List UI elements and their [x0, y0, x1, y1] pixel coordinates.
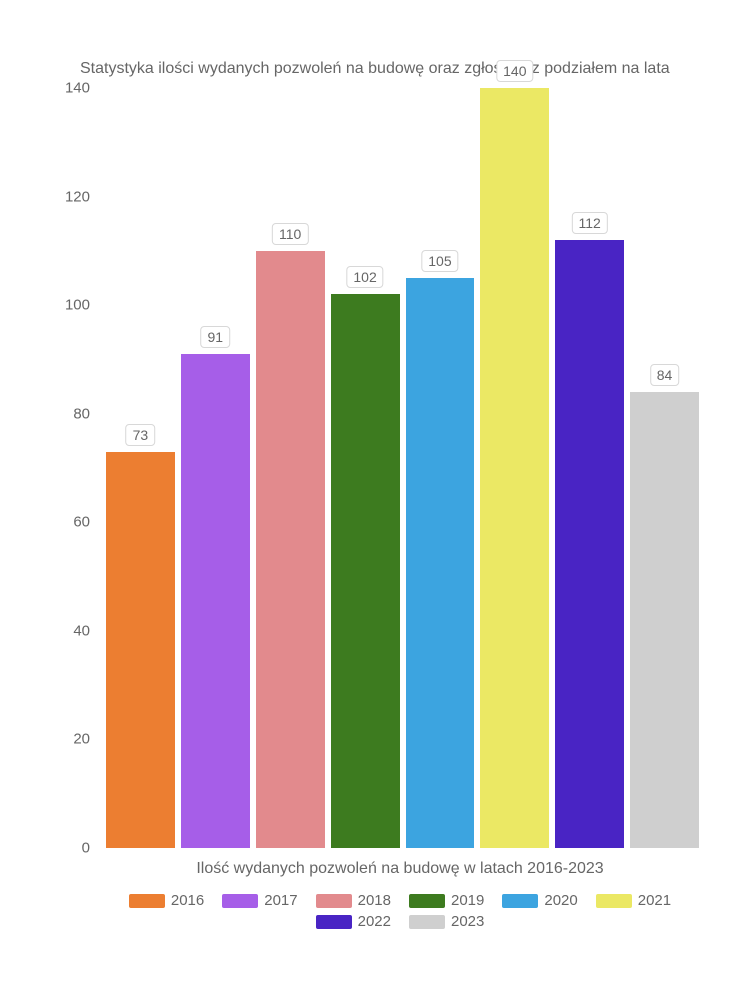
legend-label: 2020 — [544, 892, 577, 909]
legend-item-2016: 2016 — [129, 892, 204, 909]
legend-label: 2018 — [358, 892, 391, 909]
legend-item-2018: 2018 — [316, 892, 391, 909]
legend-swatch — [502, 894, 538, 908]
legend: 2016 2017 2018 2019 2020 2021 2022 2023 — [80, 892, 720, 930]
legend-swatch — [409, 915, 445, 929]
bar-2022: 112 — [555, 240, 624, 848]
bar-value-label: 102 — [346, 266, 383, 288]
legend-swatch — [316, 894, 352, 908]
bar-2023: 84 — [630, 392, 699, 848]
legend-item-2023: 2023 — [409, 913, 484, 930]
bar-2017: 91 — [181, 354, 250, 848]
y-tick: 100 — [50, 297, 90, 314]
y-tick: 40 — [50, 622, 90, 639]
y-tick: 140 — [50, 80, 90, 97]
x-axis-label: Ilość wydanych pozwoleń na budowę w lata… — [80, 860, 720, 878]
legend-item-2020: 2020 — [502, 892, 577, 909]
bar-2019: 102 — [331, 294, 400, 848]
legend-label: 2016 — [171, 892, 204, 909]
bar-value-label: 73 — [126, 424, 156, 446]
bar-value-label: 140 — [496, 60, 533, 82]
legend-label: 2022 — [358, 913, 391, 930]
legend-label: 2019 — [451, 892, 484, 909]
legend-swatch — [222, 894, 258, 908]
y-tick: 60 — [50, 514, 90, 531]
bar-value-label: 112 — [572, 212, 608, 234]
legend-swatch — [596, 894, 632, 908]
legend-swatch — [129, 894, 165, 908]
legend-label: 2023 — [451, 913, 484, 930]
bar-2018: 110 — [256, 251, 325, 848]
legend-label: 2021 — [638, 892, 671, 909]
y-axis: 020406080100120140 — [50, 88, 90, 848]
legend-item-2022: 2022 — [316, 913, 391, 930]
bar-value-label: 84 — [650, 364, 680, 386]
y-tick: 120 — [50, 188, 90, 205]
y-tick: 20 — [50, 731, 90, 748]
legend-label: 2017 — [264, 892, 297, 909]
bar-2016: 73 — [106, 452, 175, 848]
legend-swatch — [316, 915, 352, 929]
bar-2020: 105 — [406, 278, 475, 848]
bar-value-label: 91 — [201, 326, 231, 348]
legend-item-2017: 2017 — [222, 892, 297, 909]
legend-item-2019: 2019 — [409, 892, 484, 909]
bar-2021: 140 — [480, 88, 549, 848]
plot-region: 020406080100120140 739111010210514011284 — [95, 88, 710, 848]
chart-container: Statystyka ilości wydanych pozwoleń na b… — [0, 0, 750, 1000]
y-tick: 80 — [50, 405, 90, 422]
chart-title: Statystyka ilości wydanych pozwoleń na b… — [80, 60, 720, 78]
y-tick: 0 — [50, 840, 90, 857]
legend-swatch — [409, 894, 445, 908]
legend-item-2021: 2021 — [596, 892, 671, 909]
bars-group: 739111010210514011284 — [95, 88, 710, 848]
bar-value-label: 105 — [421, 250, 458, 272]
bar-value-label: 110 — [272, 223, 308, 245]
